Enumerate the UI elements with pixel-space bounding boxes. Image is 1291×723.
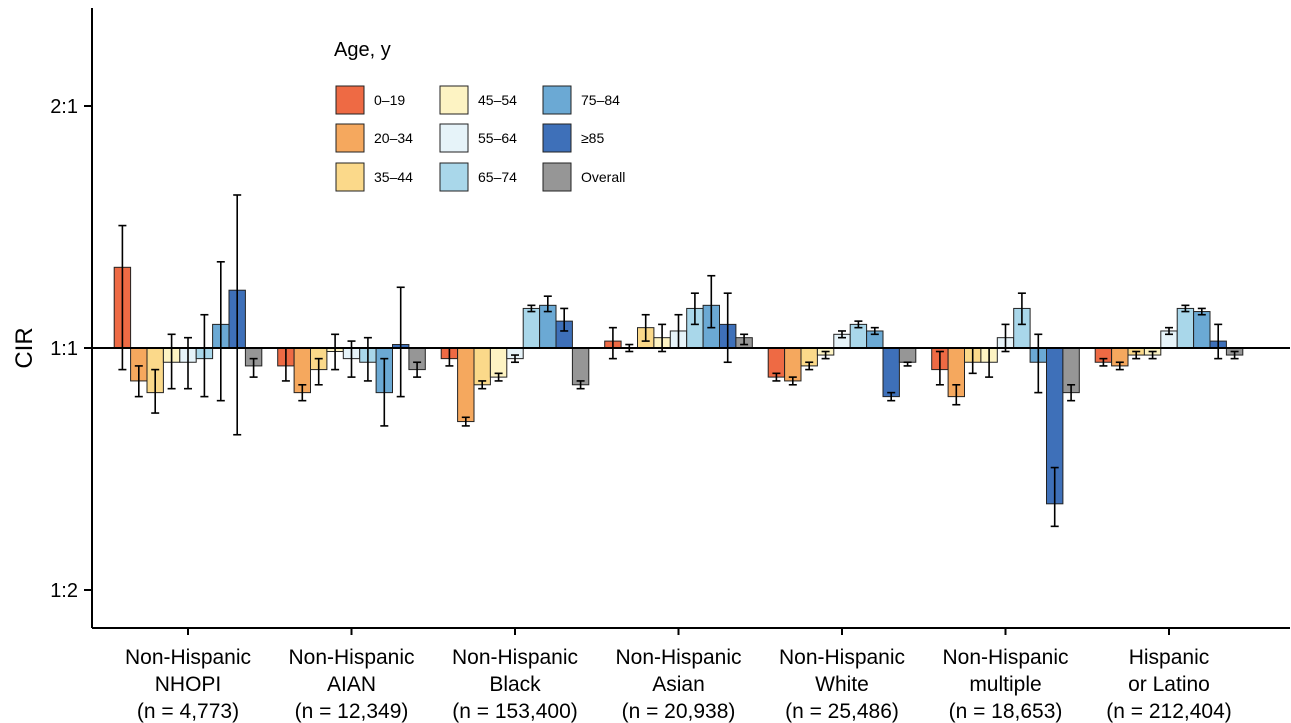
legend-label: 75–84: [581, 92, 620, 108]
legend-label: 65–74: [478, 169, 517, 185]
legend-swatch: [439, 85, 469, 115]
bar: [784, 347, 802, 382]
bar: [882, 347, 900, 398]
y-tick-label: 2:1: [50, 96, 78, 118]
category-label-line1: Non-Hispanic: [288, 646, 414, 669]
legend-swatch: [439, 123, 469, 153]
category-label-line3: (n = 18,653): [949, 700, 1063, 723]
axes: 2:1 1:1 1:2: [50, 8, 1290, 635]
bar: [457, 347, 475, 423]
category-label-line3: (n = 212,404): [1106, 700, 1232, 723]
legend-title: Age, y: [334, 39, 391, 61]
y-axis-label: CIR: [11, 327, 38, 368]
legend-swatch: [439, 162, 469, 192]
bar: [473, 347, 491, 386]
category-label-line3: (n = 153,400): [452, 700, 578, 723]
legend-swatch: [542, 162, 572, 192]
category-label-line3: (n = 20,938): [622, 700, 736, 723]
category-label-line1: Non-Hispanic: [779, 646, 905, 669]
bar: [1176, 307, 1195, 349]
category-label-line2: or Latino: [1128, 673, 1210, 696]
category-label-line3: (n = 25,486): [785, 700, 899, 723]
legend: Age, y 0–19 20–34 35–44 45–54 55–64 65–74 75–8…: [334, 39, 625, 192]
bar: [1193, 311, 1211, 349]
bar: [571, 347, 590, 386]
category-label-line1: Non-Hispanic: [452, 646, 578, 669]
category-label-line1: Non-Hispanic: [125, 646, 251, 669]
legend-label: ≥85: [581, 130, 604, 146]
bar: [898, 347, 917, 363]
category-label-line2: AIAN: [327, 673, 376, 696]
category-label-line2: multiple: [969, 673, 1041, 696]
legend-label: 55–64: [478, 130, 517, 146]
legend-label: 0–19: [374, 92, 405, 108]
category-label-line2: Black: [489, 673, 541, 696]
category-label-line2: NHOPI: [155, 673, 222, 696]
legend-label: Overall: [581, 169, 625, 185]
legend-swatch: [542, 85, 572, 115]
category-label-line2: White: [815, 673, 869, 696]
y-tick-label: 1:2: [50, 580, 78, 602]
legend-label: 45–54: [478, 92, 517, 108]
category-label-line3: (n = 4,773): [137, 700, 239, 723]
legend-label: 35–44: [374, 169, 413, 185]
y-tick-label: 1:1: [50, 338, 78, 360]
category-label-line3: (n = 12,349): [295, 700, 409, 723]
legend-swatch: [542, 123, 572, 153]
bars: [113, 266, 1244, 505]
legend-label: 20–34: [374, 130, 413, 146]
legend-swatch: [335, 162, 365, 192]
legend-swatch: [335, 85, 365, 115]
category-labels: Non-Hispanic NHOPI (n = 4,773) Non-Hispanic…: [125, 646, 1232, 723]
category-label-line1: Hispanic: [1129, 646, 1210, 669]
category-label-line2: Asian: [652, 673, 705, 696]
category-label-line1: Non-Hispanic: [942, 646, 1068, 669]
legend-swatch: [335, 123, 365, 153]
category-label-line1: Non-Hispanic: [615, 646, 741, 669]
bar: [522, 307, 541, 349]
